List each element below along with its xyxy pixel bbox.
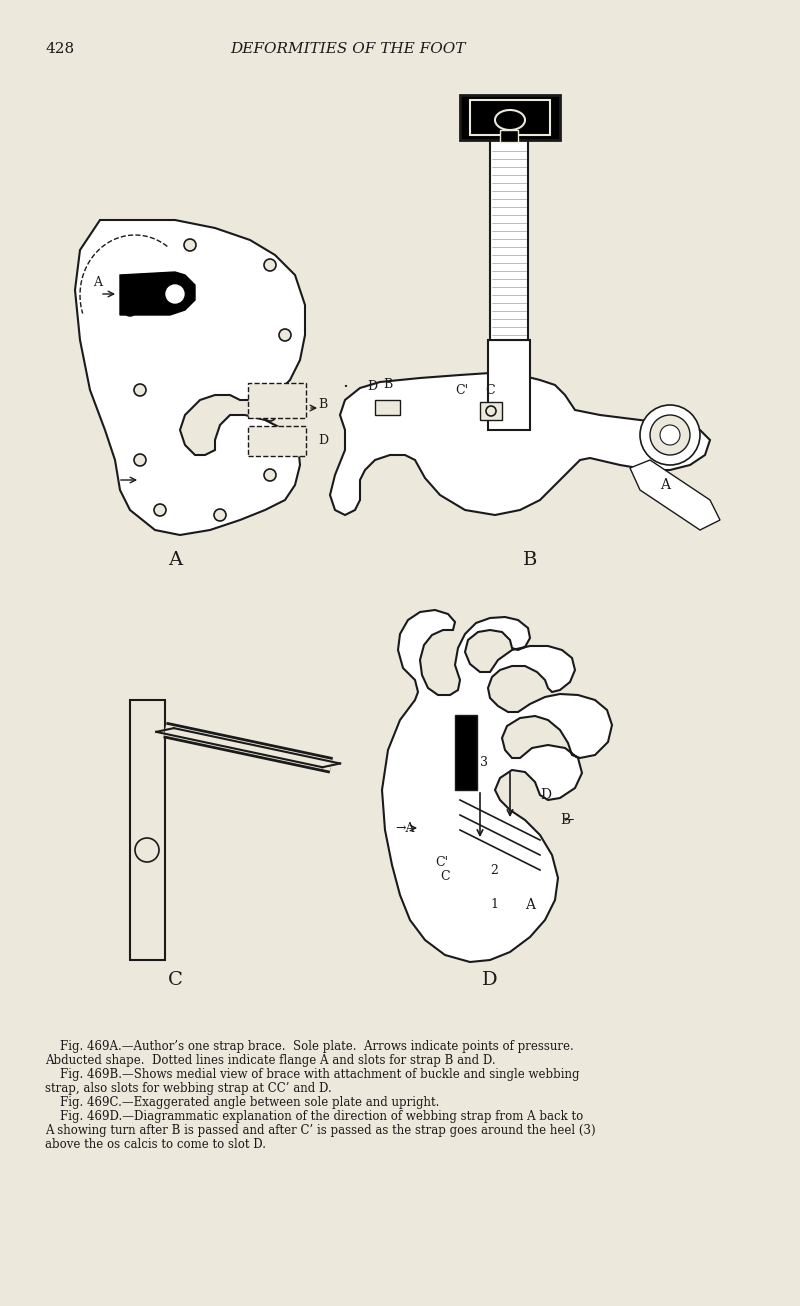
Circle shape [264, 409, 276, 421]
Circle shape [134, 384, 146, 396]
Circle shape [166, 285, 184, 303]
Circle shape [279, 329, 291, 341]
Text: B: B [383, 379, 392, 392]
Text: Fig. 469D.—Diagrammatic explanation of the direction of webbing strap from A bac: Fig. 469D.—Diagrammatic explanation of t… [60, 1110, 583, 1123]
Text: D: D [318, 434, 328, 447]
Text: A showing turn after B is passed and after C’ is passed as the strap goes around: A showing turn after B is passed and aft… [45, 1124, 596, 1138]
Text: A: A [168, 551, 182, 569]
Text: 3: 3 [480, 755, 488, 768]
Text: Abducted shape.  Dotted lines indicate flange A and slots for strap B and D.: Abducted shape. Dotted lines indicate fl… [45, 1054, 496, 1067]
FancyBboxPatch shape [455, 714, 477, 790]
Text: 2: 2 [490, 863, 498, 876]
Circle shape [134, 454, 146, 466]
FancyBboxPatch shape [130, 700, 165, 960]
Circle shape [650, 415, 690, 454]
Text: strap, also slots for webbing strap at CC’ and D.: strap, also slots for webbing strap at C… [45, 1081, 332, 1094]
Text: A: A [660, 478, 670, 492]
Text: A: A [93, 277, 102, 290]
Text: ·: · [342, 377, 348, 396]
FancyBboxPatch shape [248, 383, 306, 418]
Text: B: B [523, 551, 537, 569]
Circle shape [154, 504, 166, 516]
FancyBboxPatch shape [470, 101, 550, 135]
Polygon shape [630, 460, 720, 530]
Text: ←: ← [560, 814, 574, 827]
Circle shape [264, 259, 276, 272]
Text: B: B [560, 814, 570, 827]
Polygon shape [382, 610, 612, 963]
Text: →A: →A [395, 821, 414, 835]
Circle shape [214, 509, 226, 521]
Circle shape [264, 469, 276, 481]
Text: Fig. 469B.—Shows medial view of brace with attachment of buckle and single webbi: Fig. 469B.—Shows medial view of brace wi… [60, 1068, 579, 1081]
Polygon shape [330, 374, 710, 515]
Text: above the os calcis to come to slot D.: above the os calcis to come to slot D. [45, 1138, 266, 1151]
Circle shape [486, 406, 496, 417]
Text: Fig. 469A.—Author’s one strap brace.  Sole plate.  Arrows indicate points of pre: Fig. 469A.—Author’s one strap brace. Sol… [60, 1040, 574, 1053]
Polygon shape [488, 340, 530, 430]
Text: Fig. 469C.—Exaggerated angle between sole plate and upright.: Fig. 469C.—Exaggerated angle between sol… [60, 1096, 439, 1109]
Text: C: C [485, 384, 494, 397]
Text: B: B [318, 398, 327, 411]
FancyBboxPatch shape [490, 140, 528, 340]
Text: 1: 1 [490, 899, 498, 912]
Circle shape [640, 405, 700, 465]
Text: C: C [440, 871, 450, 883]
FancyBboxPatch shape [375, 400, 400, 415]
Text: C': C' [455, 384, 468, 397]
Circle shape [135, 838, 159, 862]
Text: C: C [167, 970, 182, 989]
Ellipse shape [495, 110, 525, 131]
Text: D: D [482, 970, 498, 989]
Text: 428: 428 [45, 42, 74, 56]
Text: D: D [367, 380, 377, 393]
FancyBboxPatch shape [500, 131, 518, 142]
Text: A: A [525, 899, 535, 912]
Text: C': C' [435, 855, 448, 868]
Polygon shape [120, 272, 195, 315]
Text: DEFORMITIES OF THE FOOT: DEFORMITIES OF THE FOOT [230, 42, 466, 56]
Polygon shape [75, 219, 305, 535]
FancyBboxPatch shape [460, 95, 560, 140]
FancyBboxPatch shape [248, 426, 306, 456]
FancyBboxPatch shape [480, 402, 502, 421]
Circle shape [124, 304, 136, 316]
Circle shape [184, 239, 196, 251]
Text: D: D [540, 788, 551, 802]
Circle shape [660, 424, 680, 445]
